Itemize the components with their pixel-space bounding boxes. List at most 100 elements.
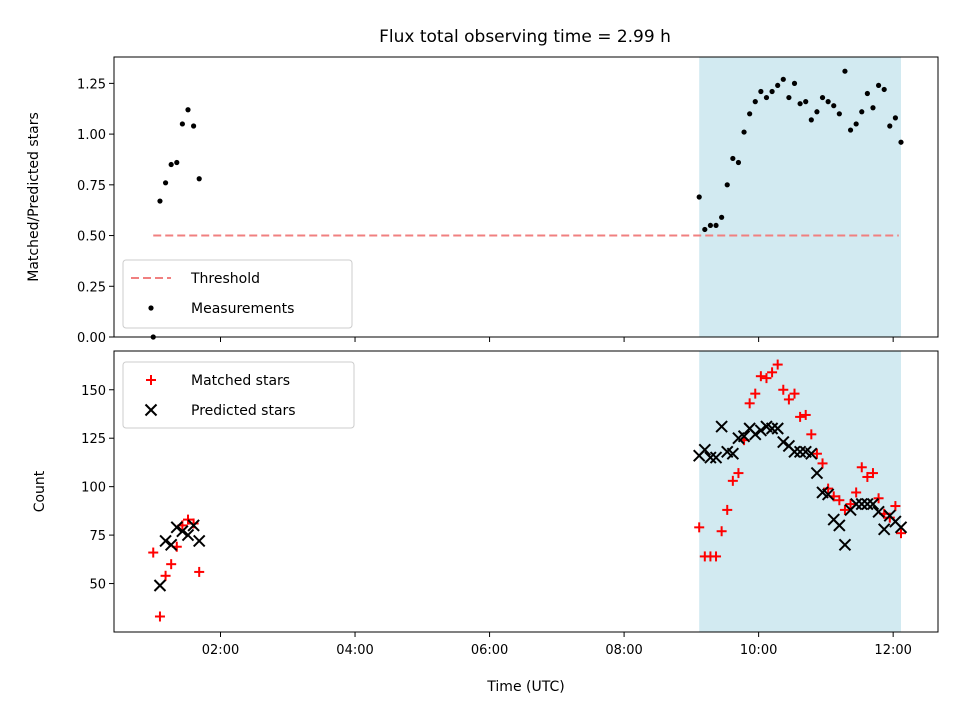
count-x-tick-label: 12:00 xyxy=(874,643,911,658)
count-y-tick-label: 125 xyxy=(81,432,106,447)
measurement-point xyxy=(819,94,826,101)
matched-star-point xyxy=(716,526,727,537)
count-y-axis-label: Count xyxy=(32,470,48,512)
predicted-star-point xyxy=(849,497,863,511)
matched-star-point xyxy=(711,551,722,562)
count-x-tick-label: 02:00 xyxy=(202,643,239,658)
count-axis-ticks: 50 75 100 125 150 02:00 04:00 06:00 08:00 10:00 12… xyxy=(81,384,912,658)
predicted-star-point xyxy=(810,466,824,480)
measurement-point xyxy=(162,180,169,186)
ratio-axis-ticks: 0.00 0.25 0.50 0.75 1.00 1.25 xyxy=(77,77,894,346)
measurement-point xyxy=(836,111,842,117)
matched-star-point xyxy=(767,367,778,378)
count-panel: 50 75 100 125 150 02:00 04:00 06:00 08:00 10:00 12… xyxy=(32,350,939,695)
count-plot-frame xyxy=(113,350,939,633)
matched-star-point xyxy=(755,371,766,382)
predicted-star-point xyxy=(872,505,885,519)
predicted-star-point xyxy=(793,445,807,458)
measurement-point xyxy=(881,86,887,93)
measurement-point xyxy=(157,198,163,204)
predicted-star-point xyxy=(833,519,846,532)
measurement-point xyxy=(875,82,882,89)
measurement-point xyxy=(870,105,876,111)
measurement-point xyxy=(786,94,792,101)
measurement-point xyxy=(168,161,174,168)
measurement-point xyxy=(758,88,764,95)
predicted-star-point xyxy=(788,445,801,458)
matched-star-point xyxy=(845,499,856,510)
count-x-tick-label: 08:00 xyxy=(605,643,642,658)
legend-entry-label: Matched stars xyxy=(191,373,290,389)
matched-star-point xyxy=(862,471,873,482)
count-y-tick-label: 150 xyxy=(81,384,106,399)
measurement-point xyxy=(707,222,714,229)
predicted-star-point xyxy=(726,447,740,460)
measurement-point xyxy=(853,121,859,127)
predicted-star-point xyxy=(164,538,178,552)
legend-x-swatch xyxy=(144,403,158,417)
matched-star-point xyxy=(744,398,755,409)
predicted-star-point xyxy=(698,443,712,457)
measurement-point xyxy=(859,109,865,115)
predicted-star-point xyxy=(855,497,868,511)
predicted-star-point xyxy=(754,424,768,437)
matched-star-point xyxy=(867,468,878,479)
measurement-point xyxy=(791,80,798,86)
matched-star-point xyxy=(783,394,794,405)
measurement-point xyxy=(196,176,202,182)
matched-star-point xyxy=(182,514,193,525)
measurement-point xyxy=(769,88,775,95)
count-x-tick-label: 06:00 xyxy=(471,643,508,658)
count-legend-box xyxy=(122,361,355,429)
ratio-y-tick-label: 0.25 xyxy=(77,280,106,295)
predicted-star-point xyxy=(181,528,195,542)
matched-star-point xyxy=(806,429,817,440)
ratio-y-tick-label: 0.75 xyxy=(77,179,106,194)
count-x-tick-label: 04:00 xyxy=(336,643,373,658)
matched-star-point xyxy=(778,384,789,395)
ratio-legend-box xyxy=(122,259,353,329)
predicted-star-point xyxy=(176,525,189,538)
matched-star-point xyxy=(194,566,205,577)
predicted-star-point xyxy=(153,579,167,592)
matched-star-point xyxy=(800,409,811,420)
measurement-point xyxy=(752,99,758,105)
legend-entry-label: Predicted stars xyxy=(191,403,296,419)
measurement-point xyxy=(724,182,730,188)
measurement-point xyxy=(898,139,904,145)
ratio-panel: 0.00 0.25 0.50 0.75 1.00 1.25 Matched/Predict… xyxy=(26,56,939,346)
chart-title: Flux total observing time = 2.99 h xyxy=(379,27,671,47)
count-y-tick-label: 100 xyxy=(81,481,106,496)
predicted-star-point xyxy=(861,497,874,511)
predicted-star-point xyxy=(187,519,200,532)
legend-plus-swatch xyxy=(146,375,156,385)
matched-star-point xyxy=(839,504,850,515)
predicted-star-point xyxy=(765,422,779,435)
measurement-point xyxy=(763,94,770,101)
matched-star-point xyxy=(817,458,828,469)
measurement-point xyxy=(735,159,742,166)
predicted-star-point xyxy=(877,523,891,536)
matched-star-point xyxy=(694,522,705,533)
matched-star-point xyxy=(896,528,907,539)
ratio-y-tick-label: 0.00 xyxy=(77,331,106,346)
matched-star-point xyxy=(811,448,822,459)
measurement-point xyxy=(719,214,725,220)
observing-window-shade-top xyxy=(699,57,902,337)
measurement-point xyxy=(842,68,848,74)
predicted-star-point xyxy=(838,538,852,552)
predicted-star-point xyxy=(894,521,908,534)
ratio-y-tick-label: 1.00 xyxy=(77,128,106,143)
matched-star-point xyxy=(795,411,806,422)
ratio-legend: Threshold Measurements xyxy=(122,259,353,329)
predicted-star-point xyxy=(805,447,818,460)
predicted-star-point xyxy=(170,521,183,534)
measurement-point xyxy=(864,90,870,97)
measurement-point xyxy=(696,194,702,200)
matched-star-point xyxy=(148,547,159,558)
measurement-point xyxy=(825,99,831,105)
count-legend: Matched stars Predicted stars xyxy=(122,361,355,429)
measurement-point xyxy=(730,155,736,162)
measurement-point xyxy=(775,82,781,89)
